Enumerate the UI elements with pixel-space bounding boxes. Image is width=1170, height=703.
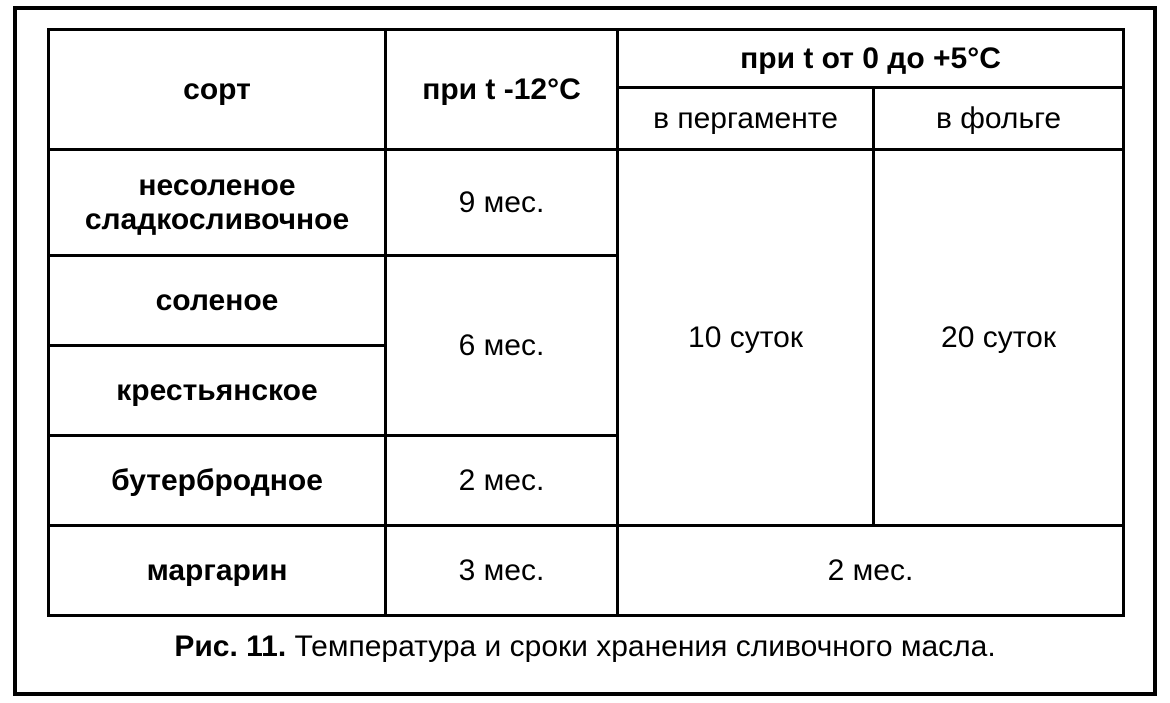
row-salted-peasant-t12: 6 мес. [386, 256, 618, 436]
row-margarine-t12: 3 мес. [386, 526, 618, 616]
cell-foil-merged: 20 суток [874, 150, 1124, 526]
row-margarine-label: маргарин [49, 526, 386, 616]
storage-table: сорт при t -12°C при t от 0 до +5°C в пе… [47, 28, 1125, 617]
figure-caption-text: Температура и сроки хранения сливочного … [286, 630, 995, 663]
row-unsalted-sweet-label: несоленое сладкосливочное [49, 150, 386, 256]
row-sandwich-label: бутербродное [49, 436, 386, 526]
header-t-minus-12: при t -12°C [386, 30, 618, 150]
row-unsalted-sweet-t12: 9 мес. [386, 150, 618, 256]
figure-caption: Рис. 11. Температура и сроки хранения сл… [17, 630, 1153, 664]
row-margarine-t05: 2 мес. [618, 526, 1124, 616]
subheader-parchment: в пергаменте [618, 88, 874, 150]
header-sort: сорт [49, 30, 386, 150]
cell-parchment-merged: 10 суток [618, 150, 874, 526]
subheader-foil: в фольге [874, 88, 1124, 150]
outer-frame: сорт при t -12°C при t от 0 до +5°C в пе… [13, 6, 1157, 696]
header-t-0-5: при t от 0 до +5°C [618, 30, 1124, 88]
row-salted-label: соленое [49, 256, 386, 346]
row-peasant-label: крестьянское [49, 346, 386, 436]
figure-caption-label: Рис. 11. [174, 630, 286, 663]
row-sandwich-t12: 2 мес. [386, 436, 618, 526]
